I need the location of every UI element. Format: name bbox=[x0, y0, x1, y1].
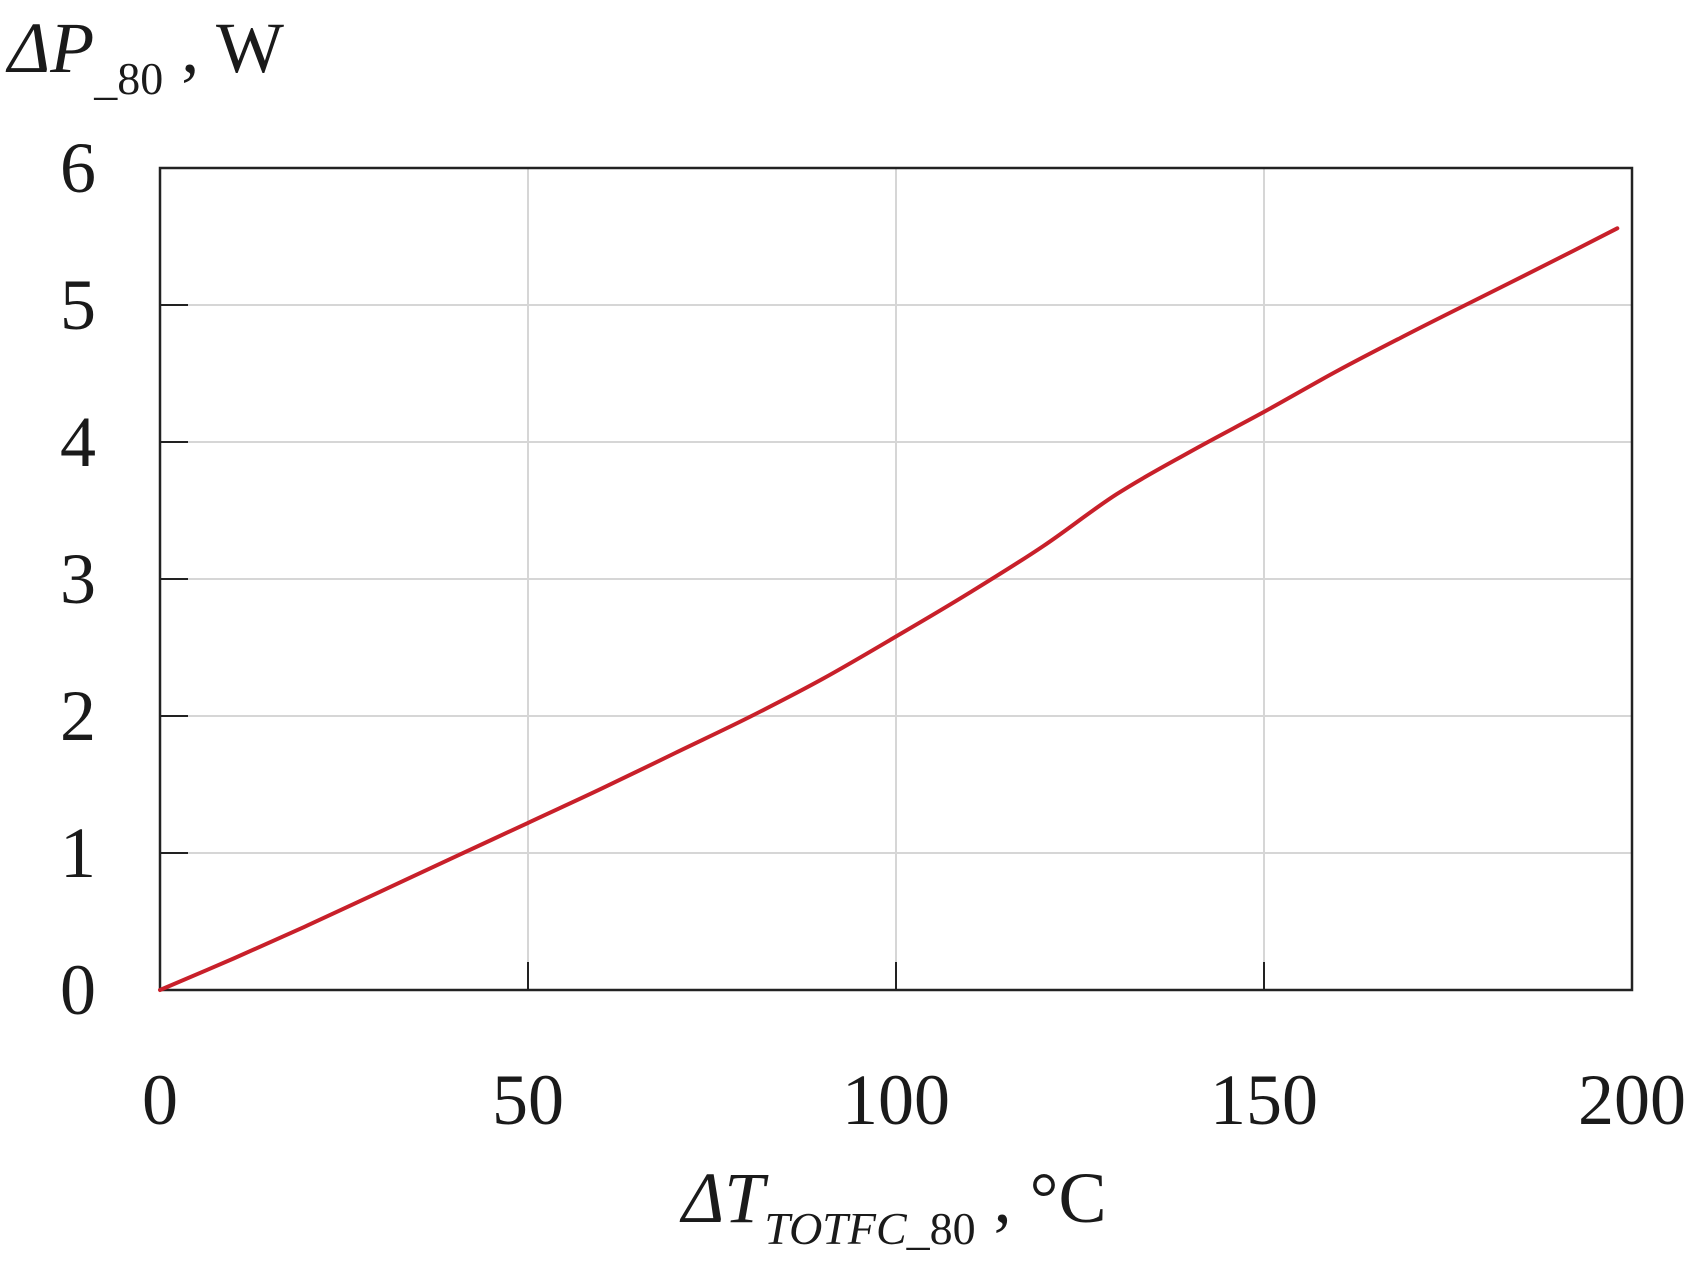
y-axis-title: ΔP_80 , W bbox=[5, 8, 284, 104]
x-tick-label: 0 bbox=[142, 1060, 178, 1140]
series-line bbox=[158, 226, 1620, 992]
x-tick-label: 150 bbox=[1210, 1060, 1318, 1140]
y-tick-label: 3 bbox=[60, 539, 96, 619]
y-tick-label: 5 bbox=[60, 265, 96, 345]
x-axis-title: ΔTTOTFC_80 , °C bbox=[679, 1158, 1106, 1254]
y-axis-title-sub: _80 bbox=[93, 53, 163, 104]
y-tick-label: 4 bbox=[60, 402, 96, 482]
x-axis-title-sub-tail: _80 bbox=[906, 1203, 976, 1254]
series-layer bbox=[158, 226, 1620, 992]
grid-lines bbox=[160, 168, 1632, 990]
y-tick-label: 6 bbox=[60, 128, 96, 208]
y-tick-label: 2 bbox=[60, 676, 96, 756]
y-axis-title-unit: , W bbox=[163, 8, 284, 88]
x-tick-label: 100 bbox=[842, 1060, 950, 1140]
x-tick-labels: 0 50 100 150 200 bbox=[142, 1060, 1686, 1140]
y-tick-label: 1 bbox=[60, 813, 96, 893]
y-tick-label: 0 bbox=[60, 950, 96, 1030]
x-axis-title-sub: TOTFC bbox=[764, 1203, 908, 1254]
x-tick-label: 50 bbox=[492, 1060, 564, 1140]
y-axis-title-main: ΔP bbox=[5, 8, 94, 88]
plot-frame bbox=[158, 166, 1634, 992]
y-tick-labels: 0 1 2 3 4 5 6 bbox=[60, 128, 96, 1030]
x-axis-title-unit: , °C bbox=[976, 1158, 1107, 1238]
x-tick-label: 200 bbox=[1578, 1060, 1686, 1140]
x-axis-title-main: ΔT bbox=[679, 1158, 769, 1238]
